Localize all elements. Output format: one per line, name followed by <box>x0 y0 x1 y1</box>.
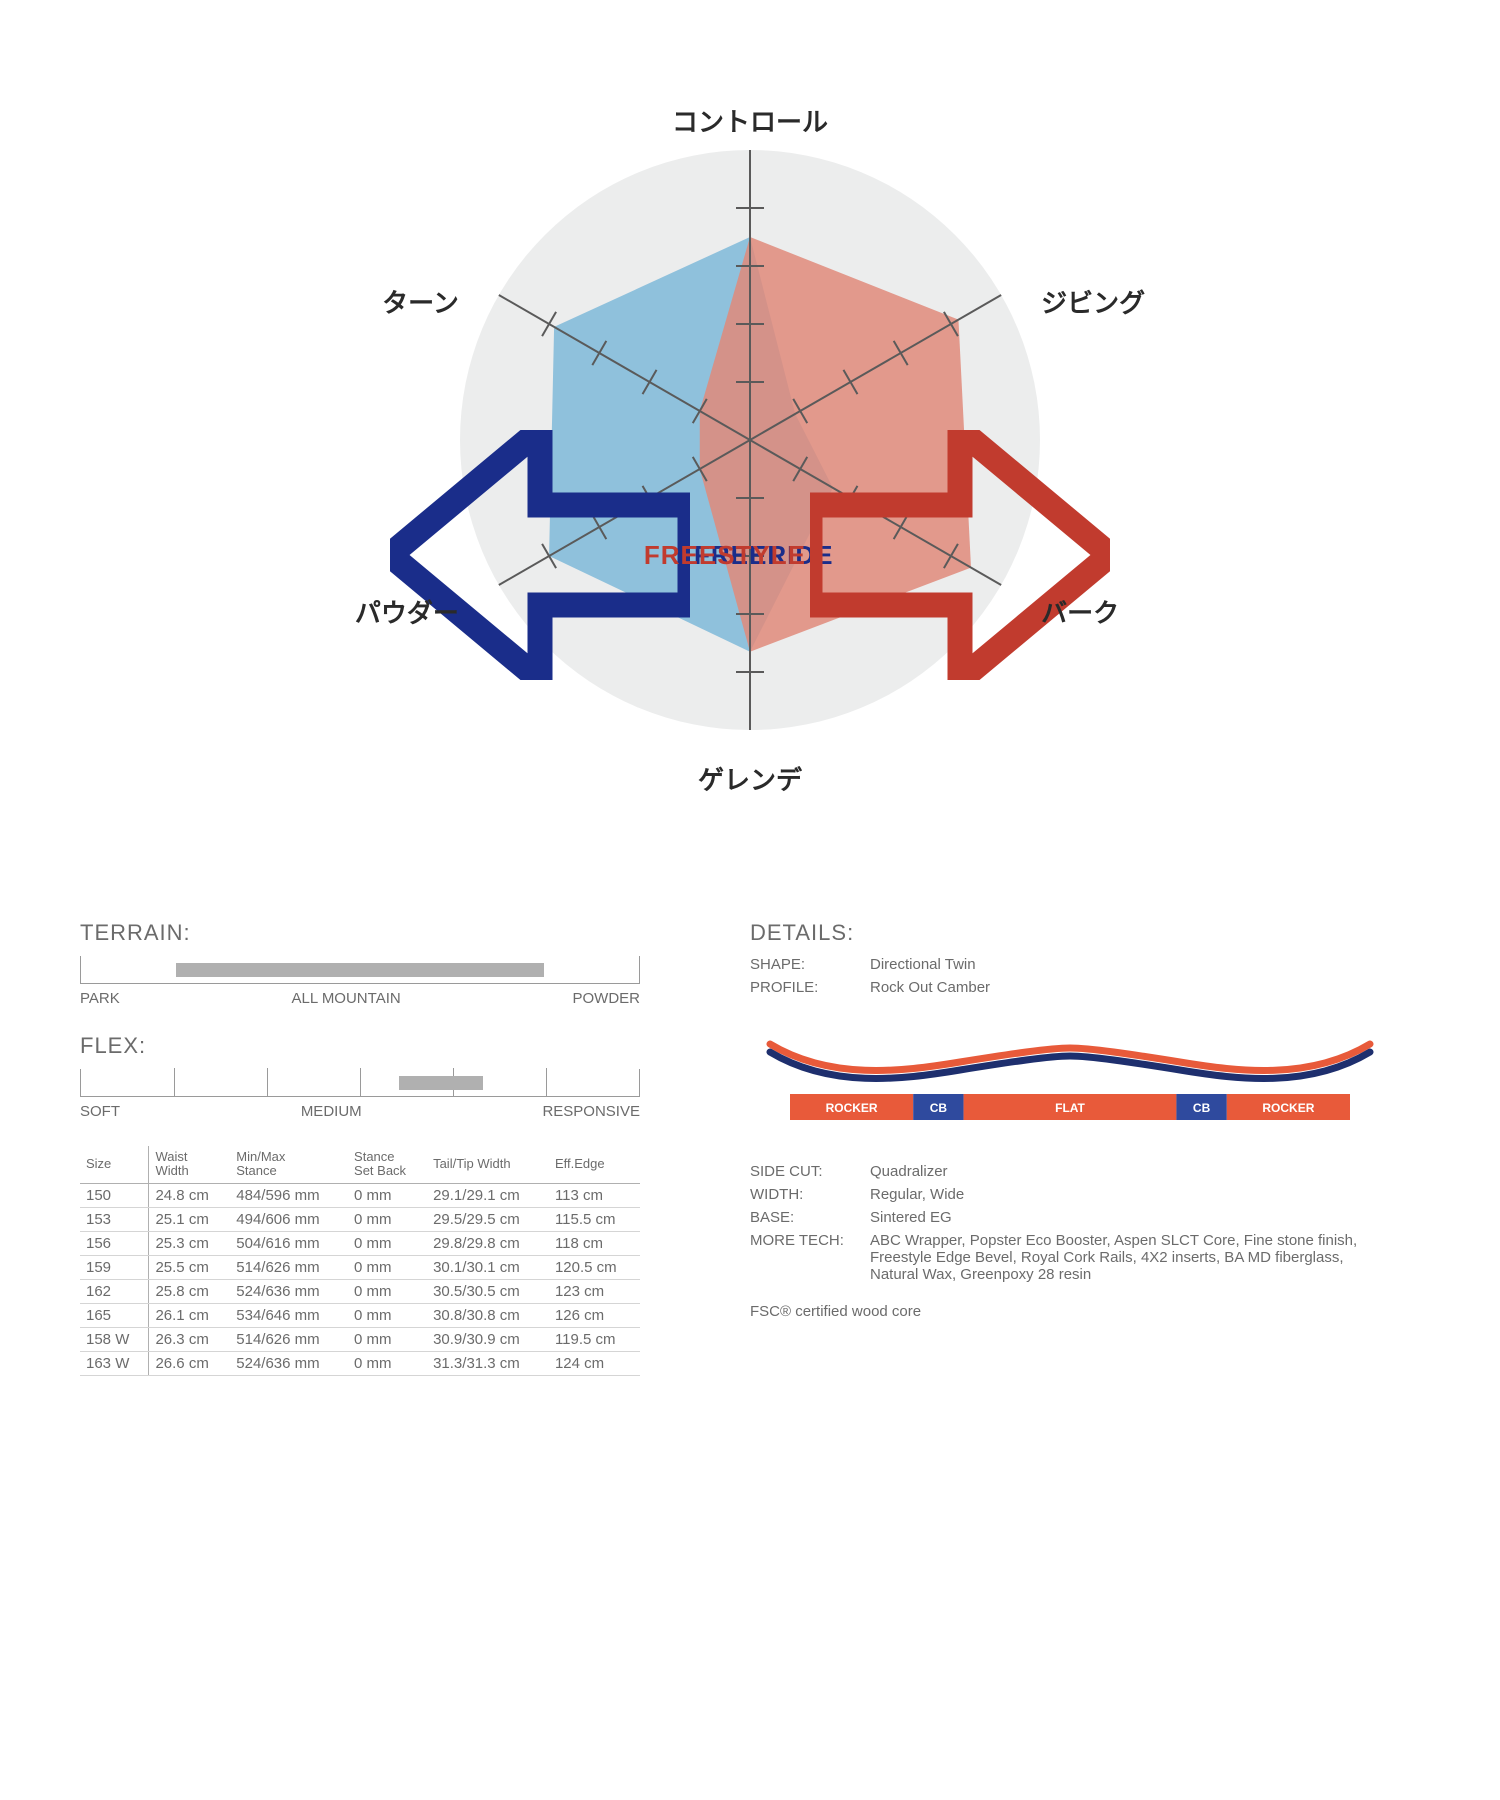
table-header: Eff.Edge <box>549 1146 640 1183</box>
detail-label: SHAPE: <box>750 956 870 973</box>
radar-chart: FREERIDE FREESTYLE コントロールジビングバークゲレンデパウダー… <box>370 60 1130 820</box>
flex-scale <box>80 1069 640 1097</box>
table-header: Size <box>80 1146 149 1183</box>
table-row: 163 W26.6 cm524/636 mm0 mm31.3/31.3 cm12… <box>80 1351 640 1375</box>
svg-text:ROCKER: ROCKER <box>826 1101 878 1115</box>
svg-text:CB: CB <box>1193 1101 1211 1115</box>
detail-label: WIDTH: <box>750 1186 870 1203</box>
terrain-scale <box>80 956 640 984</box>
left-column: TERRAIN: PARK ALL MOUNTAIN POWDER FLEX: … <box>80 920 640 1376</box>
flex-label-responsive: RESPONSIVE <box>542 1103 640 1120</box>
table-row: 158 W26.3 cm514/626 mm0 mm30.9/30.9 cm11… <box>80 1327 640 1351</box>
size-table: SizeWaistWidthMin/MaxStanceStanceSet Bac… <box>80 1146 640 1376</box>
table-row: 15925.5 cm514/626 mm0 mm30.1/30.1 cm120.… <box>80 1255 640 1279</box>
lower-section: TERRAIN: PARK ALL MOUNTAIN POWDER FLEX: … <box>80 920 1420 1376</box>
detail-row: MORE TECH:ABC Wrapper, Popster Eco Boost… <box>750 1232 1390 1283</box>
freestyle-label: FREESTYLE <box>644 430 1110 680</box>
radar-axis-label: パウダー <box>355 593 459 630</box>
svg-text:CB: CB <box>930 1101 948 1115</box>
radar-chart-section: FREERIDE FREESTYLE コントロールジビングバークゲレンデパウダー… <box>80 60 1420 820</box>
svg-text:FLAT: FLAT <box>1055 1101 1085 1115</box>
detail-value: Regular, Wide <box>870 1186 1390 1203</box>
detail-row: WIDTH:Regular, Wide <box>750 1186 1390 1203</box>
detail-value: Sintered EG <box>870 1209 1390 1226</box>
terrain-label-powder: POWDER <box>572 990 640 1007</box>
radar-axis-label: ジビング <box>1041 283 1145 320</box>
detail-value: Directional Twin <box>870 956 1390 973</box>
table-row: 16526.1 cm534/646 mm0 mm30.8/30.8 cm126 … <box>80 1303 640 1327</box>
table-row: 15024.8 cm484/596 mm0 mm29.1/29.1 cm113 … <box>80 1183 640 1207</box>
table-header: WaistWidth <box>149 1146 230 1183</box>
table-row: 16225.8 cm524/636 mm0 mm30.5/30.5 cm123 … <box>80 1279 640 1303</box>
table-row: 15625.3 cm504/616 mm0 mm29.8/29.8 cm118 … <box>80 1231 640 1255</box>
detail-label: BASE: <box>750 1209 870 1226</box>
right-column: DETAILS: SHAPE:Directional TwinPROFILE:R… <box>750 920 1390 1376</box>
detail-row: PROFILE:Rock Out Camber <box>750 979 1390 996</box>
cert-line: FSC® certified wood core <box>750 1303 1390 1320</box>
table-header: StanceSet Back <box>348 1146 427 1183</box>
detail-label: SIDE CUT: <box>750 1163 870 1180</box>
detail-row: SIDE CUT:Quadralizer <box>750 1163 1390 1180</box>
flex-label-soft: SOFT <box>80 1103 120 1120</box>
details-title: DETAILS: <box>750 920 1390 946</box>
flex-label-medium: MEDIUM <box>301 1103 362 1120</box>
radar-axis-label: ゲレンデ <box>698 760 802 797</box>
terrain-title: TERRAIN: <box>80 920 640 946</box>
terrain-labels: PARK ALL MOUNTAIN POWDER <box>80 990 640 1007</box>
detail-row: SHAPE:Directional Twin <box>750 956 1390 973</box>
detail-value: Rock Out Camber <box>870 979 1390 996</box>
radar-axis-label: バーク <box>1041 593 1119 630</box>
radar-axis-label: コントロール <box>672 102 828 139</box>
detail-row: BASE:Sintered EG <box>750 1209 1390 1226</box>
radar-axis-label: ターン <box>382 283 459 320</box>
profile-diagram: ROCKER CB FLAT CB ROCKER <box>750 1024 1390 1139</box>
detail-label: MORE TECH: <box>750 1232 870 1283</box>
details-block-2: SIDE CUT:QuadralizerWIDTH:Regular, WideB… <box>750 1163 1390 1283</box>
svg-text:ROCKER: ROCKER <box>1262 1101 1314 1115</box>
terrain-label-allmtn: ALL MOUNTAIN <box>292 990 401 1007</box>
detail-value: Quadralizer <box>870 1163 1390 1180</box>
table-row: 15325.1 cm494/606 mm0 mm29.5/29.5 cm115.… <box>80 1207 640 1231</box>
flex-labels: SOFT MEDIUM RESPONSIVE <box>80 1103 640 1120</box>
detail-label: PROFILE: <box>750 979 870 996</box>
details-block-1: SHAPE:Directional TwinPROFILE:Rock Out C… <box>750 956 1390 996</box>
terrain-label-park: PARK <box>80 990 120 1007</box>
detail-value: ABC Wrapper, Popster Eco Booster, Aspen … <box>870 1232 1390 1283</box>
flex-title: FLEX: <box>80 1033 640 1059</box>
table-header: Tail/Tip Width <box>427 1146 549 1183</box>
table-header: Min/MaxStance <box>230 1146 348 1183</box>
